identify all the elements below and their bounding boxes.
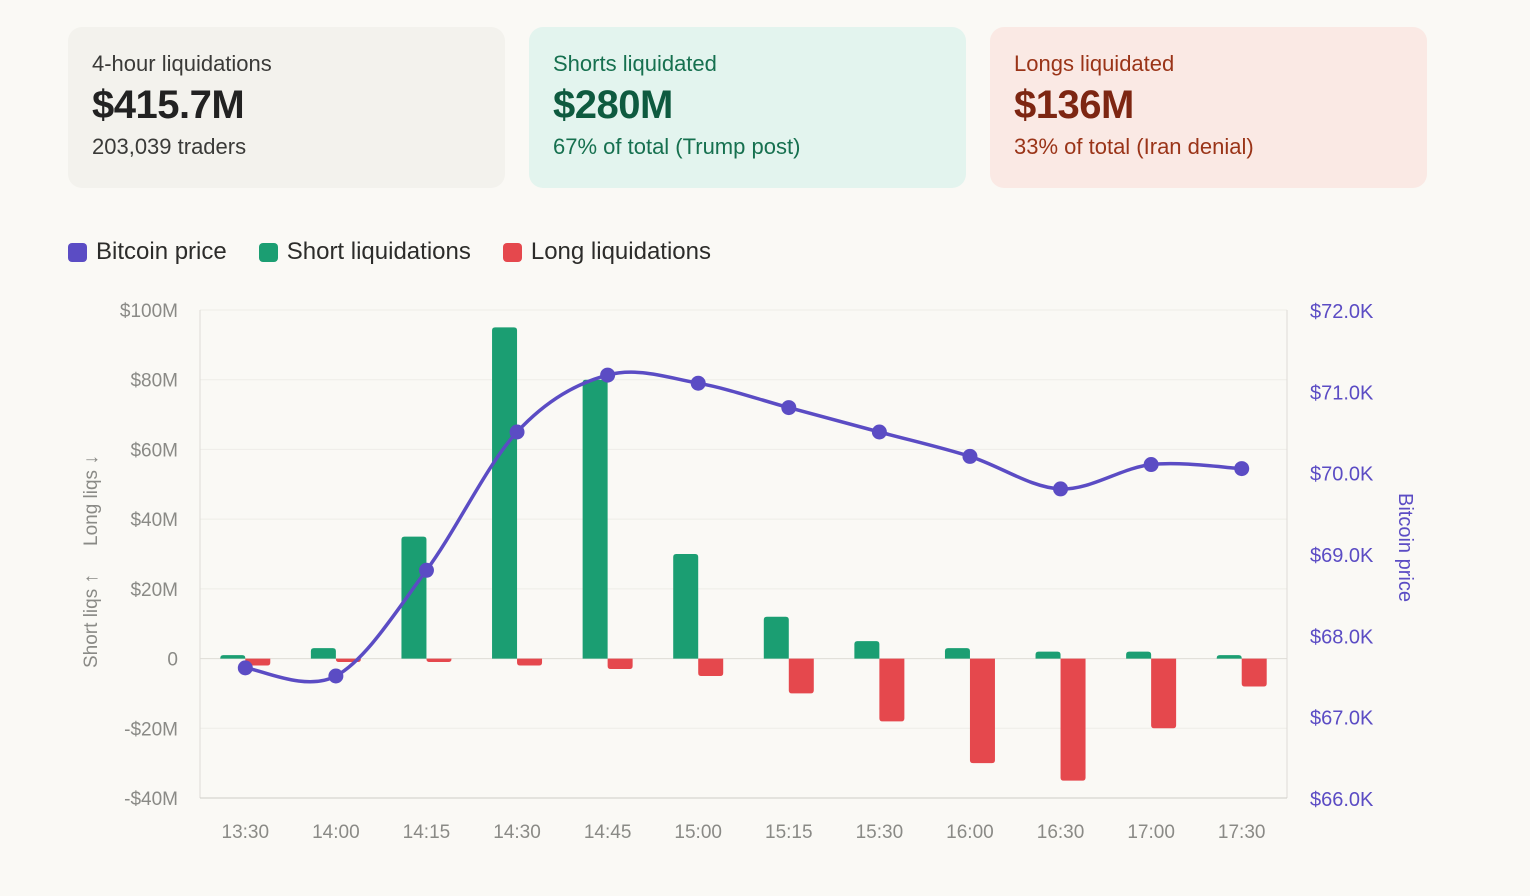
legend-swatch [68,242,87,262]
legend-label: Long liquidations [530,238,711,265]
long-liquidation-bar [517,658,543,666]
left-tick-label: -$20M [124,719,178,740]
right-tick-label: $71.0K [1310,382,1374,404]
long-liquidation-bar [788,658,814,694]
long-liquidation-bar [607,658,633,670]
short-liquidation-bar [492,327,518,659]
bitcoin-price-point [781,400,797,416]
short-liquidation-bar [854,641,880,659]
short-liquidation-bar [1126,651,1152,659]
chart-legend: Bitcoin price Short liquidations Long li… [68,238,711,266]
right-tick-label: $68.0K [1310,626,1374,648]
left-tick-label: $100M [120,301,178,322]
bitcoin-price-point [418,562,434,578]
card-label: Longs liquidated [1014,51,1175,76]
legend-swatch [258,242,278,262]
short-liquidation-bar [220,655,246,659]
bitcoin-price-point [509,424,525,440]
bitcoin-price-point [328,668,344,684]
short-liquidation-bar [1035,651,1061,659]
card-value: $136M [1014,83,1134,127]
x-tick-label: 14:00 [312,822,360,843]
card-sub: 33% of total (Iran denial) [1014,134,1254,159]
short-liquidation-bar [582,379,608,659]
bitcoin-price-point [1234,461,1250,477]
x-tick-label: 14:30 [493,822,541,843]
left-tick-label: 0 [167,650,178,671]
left-tick-label: $20M [130,580,178,601]
bitcoin-price-point [1053,481,1069,497]
left-tick-label: -$40M [124,789,178,810]
card-label: 4-hour liquidations [92,51,272,76]
right-axis-label: Bitcoin price [1394,493,1416,602]
card-longs-liquidated: Longs liquidated $136M 33% of total (Ira… [990,27,1427,188]
right-tick-label: $69.0K [1310,545,1374,567]
left-axis-label-up: Short liqs ↑ [81,574,102,668]
legend-item-short-liquidations[interactable]: Short liquidations [258,238,471,266]
x-tick-label: 17:00 [1127,822,1175,843]
right-tick-label: $67.0K [1310,708,1374,730]
short-liquidation-bar [673,554,699,659]
long-liquidation-bar [426,658,452,663]
bitcoin-price-point [871,424,887,440]
card-sub: 203,039 traders [92,134,247,159]
left-tick-label: $40M [130,510,178,531]
bitcoin-price-line [245,370,1242,684]
long-liquidation-bar [969,658,995,764]
x-tick-label: 13:30 [222,822,270,843]
legend-item-bitcoin-price[interactable]: Bitcoin price [68,238,227,266]
long-liquidation-bar [698,658,724,676]
x-tick-label: 15:30 [856,822,904,843]
x-tick-label: 16:30 [1037,822,1085,843]
short-liquidation-bar [310,648,336,659]
right-tick-label: $66.0K [1310,789,1374,811]
legend-label: Short liquidations [286,238,471,265]
legend-swatch [502,242,522,262]
card-label: Shorts liquidated [553,51,717,76]
right-tick-label: $70.0K [1310,464,1374,486]
short-liquidation-bar [944,648,970,659]
bitcoin-price-point [690,375,706,391]
long-liquidation-bar [879,658,905,722]
card-total-liquidations: 4-hour liquidations $415.7M 203,039 trad… [68,27,505,188]
card-value: $280M [553,83,673,127]
long-liquidation-bar [1060,658,1086,781]
legend-item-long-liquidations[interactable]: Long liquidations [502,238,711,266]
x-tick-label: 14:45 [584,822,632,843]
left-axis-label-down: Long liqs ↓ [81,455,102,546]
x-tick-label: 14:15 [403,822,451,843]
long-liquidation-bar [1151,658,1177,729]
bitcoin-price-point [962,448,978,464]
left-tick-label: $80M [130,371,178,392]
legend-label: Bitcoin price [96,238,227,265]
bitcoin-price-point [600,367,616,383]
right-tick-label: $72.0K [1310,301,1374,323]
x-tick-label: 16:00 [946,822,994,843]
bitcoin-price-point [237,660,253,676]
card-value: $415.7M [92,83,245,127]
x-tick-label: 15:15 [765,822,813,843]
long-liquidation-bar [1241,658,1267,687]
short-liquidation-bar [763,616,789,659]
short-liquidation-bar [1216,655,1242,659]
card-shorts-liquidated: Shorts liquidated $280M 67% of total (Tr… [529,27,966,188]
card-sub: 67% of total (Trump post) [553,134,801,159]
bitcoin-price-point [1143,457,1159,473]
left-tick-label: $60M [130,440,178,461]
x-tick-label: 15:00 [674,822,722,843]
x-tick-label: 17:30 [1218,822,1266,843]
